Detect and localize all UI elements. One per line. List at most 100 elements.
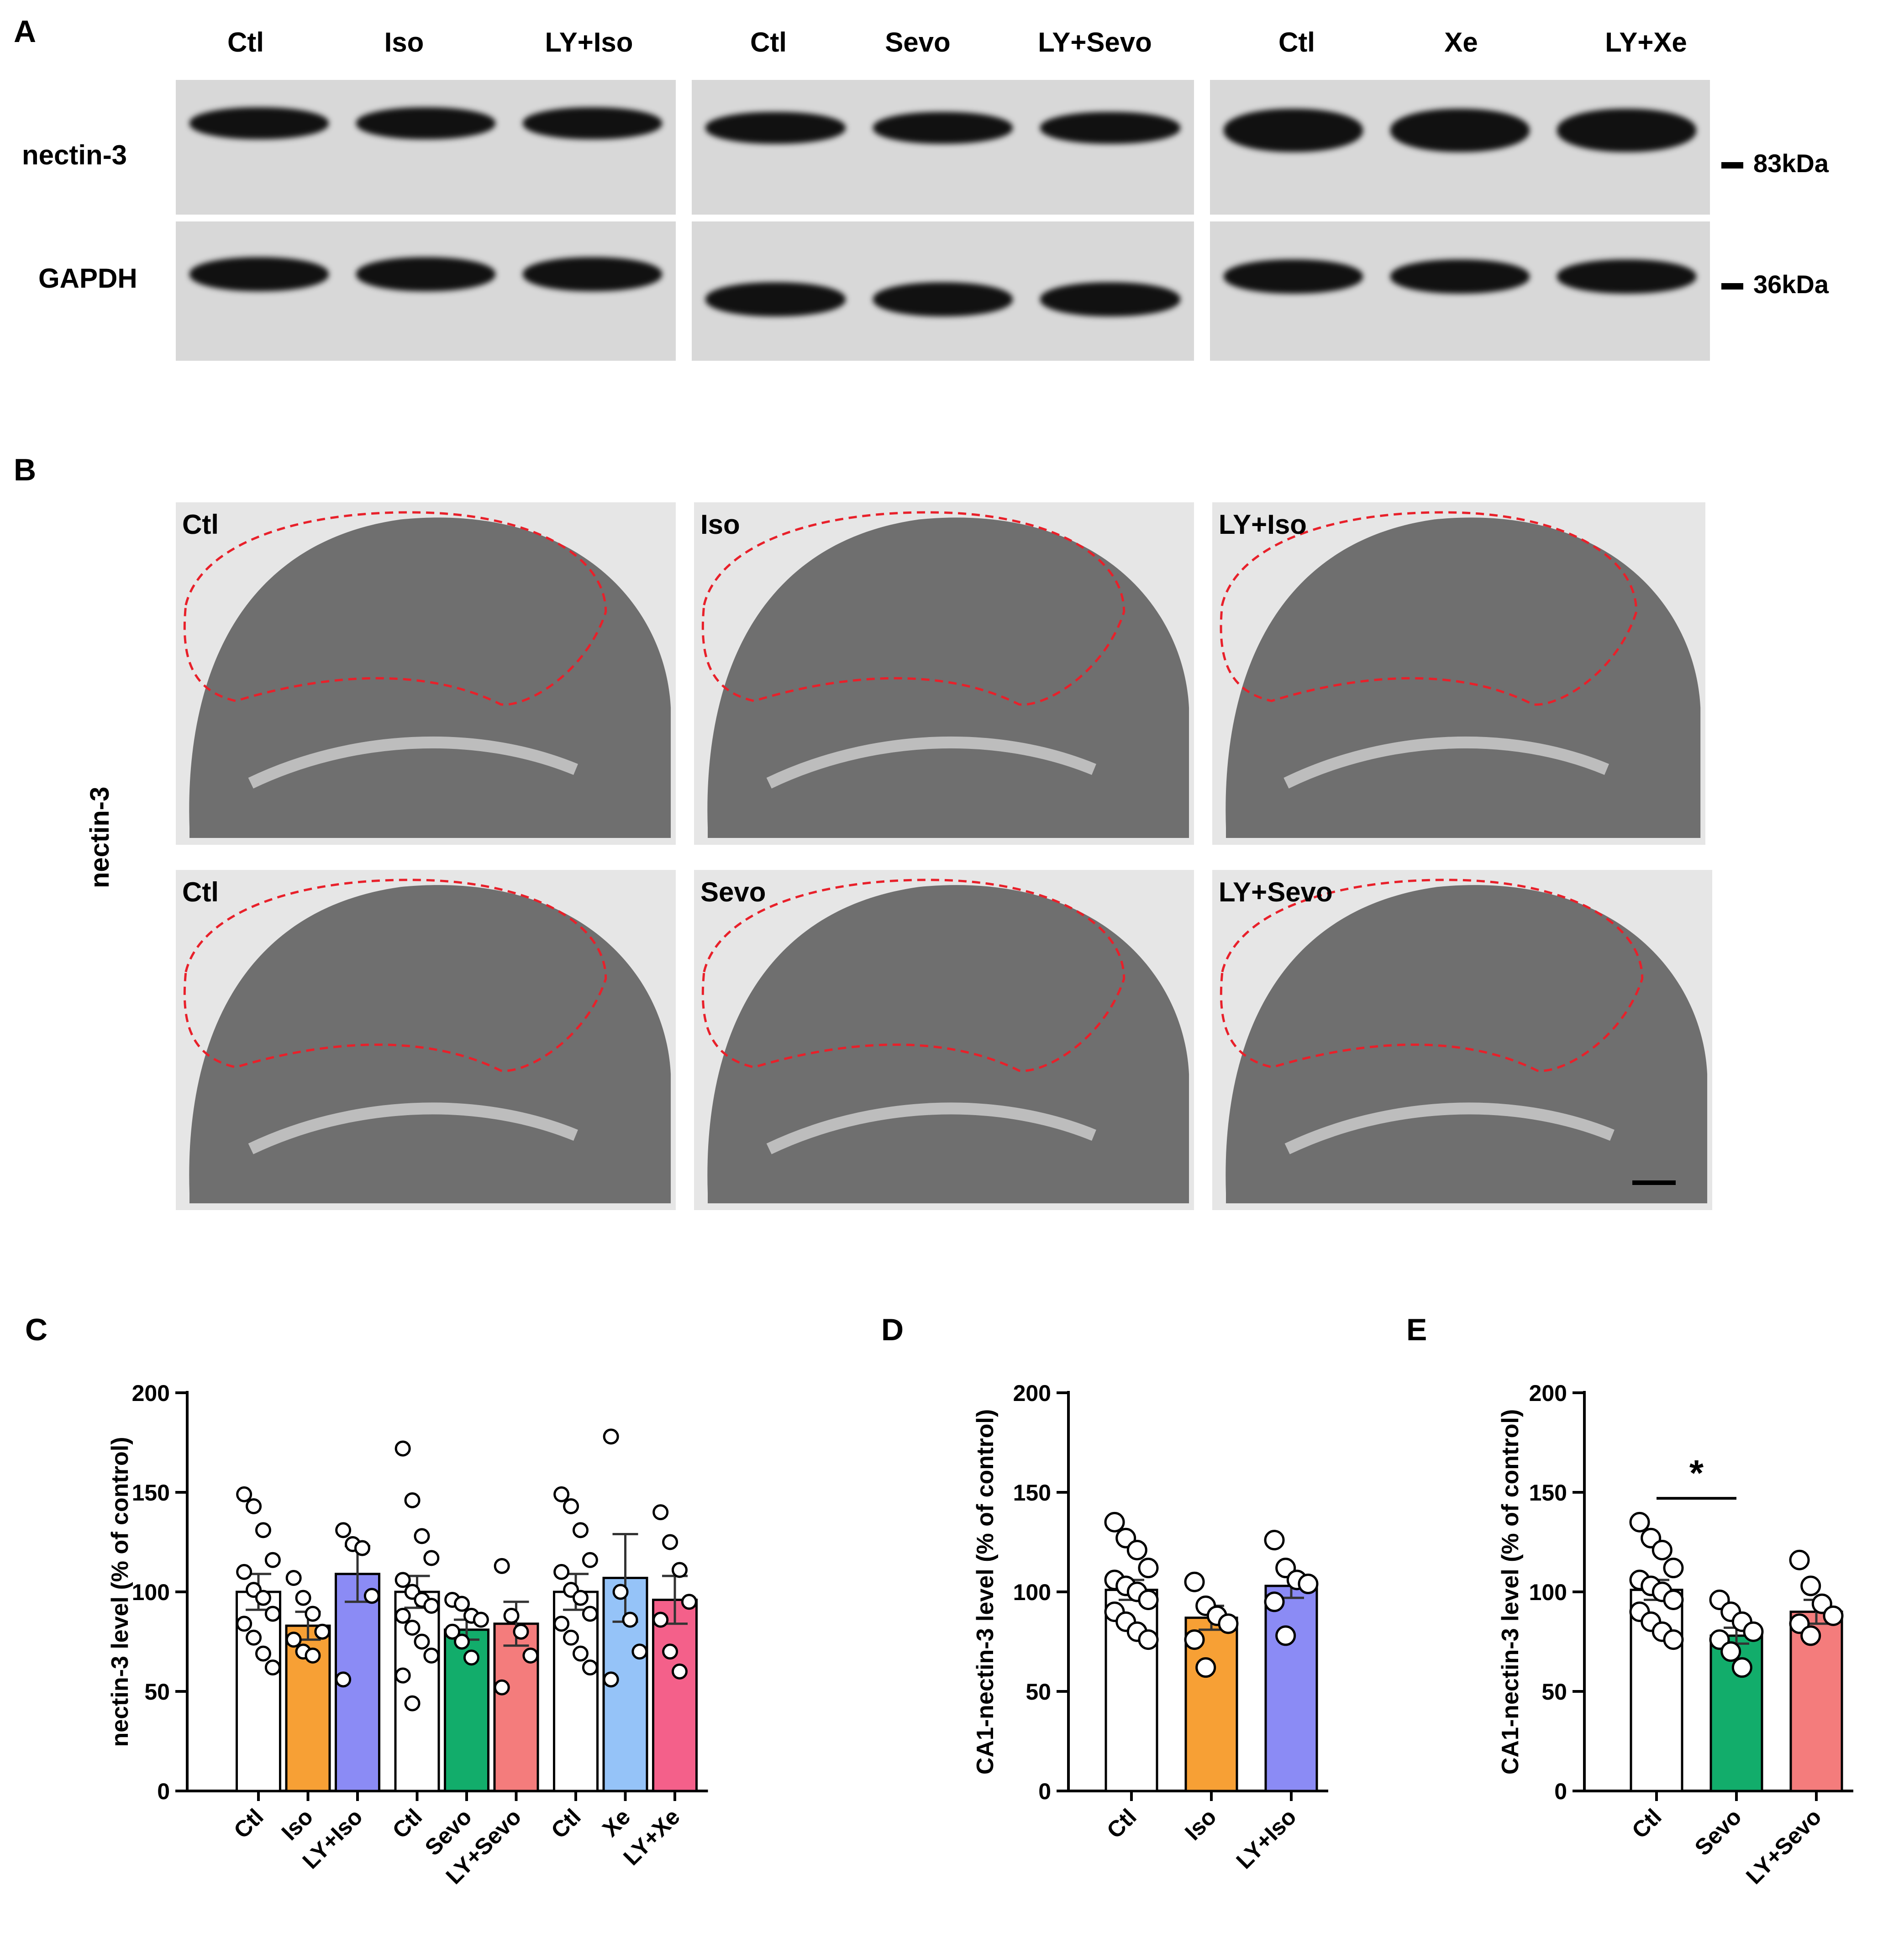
data-point bbox=[246, 1629, 262, 1646]
y-tick-label: 150 bbox=[132, 1480, 170, 1506]
bar bbox=[652, 1598, 698, 1792]
lane-label: Ctl bbox=[1278, 27, 1315, 58]
data-point bbox=[246, 1498, 262, 1515]
data-point bbox=[1652, 1539, 1673, 1560]
hippocampus-micrograph: Iso bbox=[694, 502, 1194, 845]
significance-label: * bbox=[1689, 1453, 1704, 1493]
marker-83kda: 83kDa bbox=[1721, 148, 1829, 178]
data-point bbox=[1184, 1571, 1205, 1592]
data-point bbox=[1720, 1641, 1741, 1662]
marker-36kda: 36kDa bbox=[1721, 269, 1829, 299]
data-point bbox=[264, 1552, 281, 1568]
data-point bbox=[582, 1659, 598, 1676]
data-point bbox=[1823, 1605, 1844, 1626]
lane-label: Ctl bbox=[750, 27, 787, 58]
data-point bbox=[255, 1645, 271, 1662]
data-point bbox=[295, 1590, 311, 1606]
panel-b-letter: B bbox=[14, 453, 37, 487]
data-point bbox=[236, 1564, 252, 1580]
panel-letter: E bbox=[1406, 1312, 1427, 1347]
data-point bbox=[1663, 1558, 1684, 1579]
data-point bbox=[354, 1540, 370, 1556]
data-point bbox=[1138, 1589, 1159, 1610]
x-tick-label: LY+Iso bbox=[1231, 1804, 1301, 1874]
data-point bbox=[1743, 1621, 1764, 1642]
y-tick-label: 50 bbox=[1541, 1679, 1567, 1705]
nectin3-blot bbox=[692, 80, 1194, 215]
data-point bbox=[1138, 1629, 1159, 1650]
data-point bbox=[553, 1486, 570, 1502]
y-tick-label: 0 bbox=[157, 1779, 170, 1804]
marker-83kda-label: 83kDa bbox=[1753, 149, 1829, 178]
data-point bbox=[603, 1428, 619, 1445]
data-point bbox=[454, 1633, 470, 1650]
bar bbox=[1264, 1585, 1318, 1792]
y-tick-label: 200 bbox=[132, 1380, 170, 1406]
x-tick-label: Iso bbox=[277, 1804, 318, 1845]
protein-band bbox=[1040, 112, 1180, 144]
data-point bbox=[363, 1588, 380, 1604]
data-point bbox=[1298, 1574, 1319, 1595]
data-point bbox=[563, 1629, 579, 1646]
data-point bbox=[582, 1606, 598, 1622]
y-axis-label: CA1-nectin-3 level (% of control) bbox=[1497, 1409, 1524, 1775]
lane-label: Iso bbox=[384, 27, 424, 58]
scale-bar bbox=[1632, 1180, 1676, 1185]
x-tick-label: Ctl bbox=[1627, 1804, 1667, 1843]
y-tick-label: 150 bbox=[1529, 1480, 1567, 1506]
data-point bbox=[1104, 1511, 1125, 1532]
panel-a-letter: A bbox=[14, 14, 37, 49]
micrograph-label: Sevo bbox=[700, 877, 766, 907]
data-point bbox=[394, 1572, 411, 1588]
data-point bbox=[335, 1522, 352, 1538]
data-point bbox=[652, 1504, 669, 1521]
protein-band bbox=[1224, 108, 1363, 152]
data-point bbox=[1789, 1549, 1810, 1570]
x-tick-label: Ctl bbox=[546, 1804, 586, 1843]
data-point bbox=[652, 1611, 669, 1628]
data-point bbox=[423, 1598, 440, 1614]
protein-band bbox=[1224, 259, 1363, 294]
bar bbox=[1105, 1589, 1158, 1792]
data-point bbox=[236, 1486, 252, 1502]
data-point bbox=[662, 1643, 678, 1660]
data-point bbox=[423, 1648, 440, 1664]
data-point bbox=[1218, 1613, 1239, 1634]
y-tick-label: 50 bbox=[144, 1679, 170, 1705]
data-point bbox=[1138, 1558, 1159, 1579]
lane-label: LY+Iso bbox=[545, 27, 633, 58]
marker-tick bbox=[1721, 283, 1743, 290]
y-tick-label: 100 bbox=[1529, 1580, 1567, 1605]
data-point bbox=[236, 1616, 252, 1632]
data-point bbox=[414, 1633, 430, 1650]
data-point bbox=[1184, 1629, 1205, 1650]
hippocampus-micrograph: LY+Sevo bbox=[1212, 870, 1712, 1210]
data-point bbox=[662, 1534, 678, 1550]
y-tick-label: 100 bbox=[1013, 1580, 1051, 1605]
lane-label: LY+Xe bbox=[1605, 27, 1687, 58]
data-point bbox=[671, 1663, 688, 1680]
data-point bbox=[494, 1558, 510, 1574]
micrograph-label: Ctl bbox=[182, 877, 219, 907]
protein-band bbox=[1390, 108, 1530, 152]
x-tick-label: Ctl bbox=[229, 1804, 268, 1843]
y-tick-label: 200 bbox=[1013, 1380, 1051, 1406]
hippocampus-micrograph: Sevo bbox=[694, 870, 1194, 1210]
protein-band bbox=[1390, 259, 1530, 294]
lane-label: Ctl bbox=[227, 27, 264, 58]
gapdh-blot bbox=[692, 221, 1194, 361]
protein-band bbox=[1557, 259, 1696, 294]
protein-band bbox=[356, 257, 495, 291]
data-point bbox=[1663, 1629, 1684, 1650]
data-point bbox=[255, 1522, 271, 1538]
protein-band bbox=[1040, 282, 1180, 316]
data-point bbox=[1264, 1591, 1285, 1612]
data-point bbox=[681, 1594, 697, 1610]
data-point bbox=[572, 1590, 589, 1606]
data-point bbox=[1275, 1625, 1296, 1646]
data-point bbox=[603, 1671, 619, 1688]
hippocampus-micrograph: LY+Iso bbox=[1212, 502, 1705, 845]
data-point bbox=[582, 1552, 598, 1568]
x-tick-label: LY+Sevo bbox=[1741, 1804, 1826, 1889]
data-point bbox=[513, 1623, 529, 1640]
